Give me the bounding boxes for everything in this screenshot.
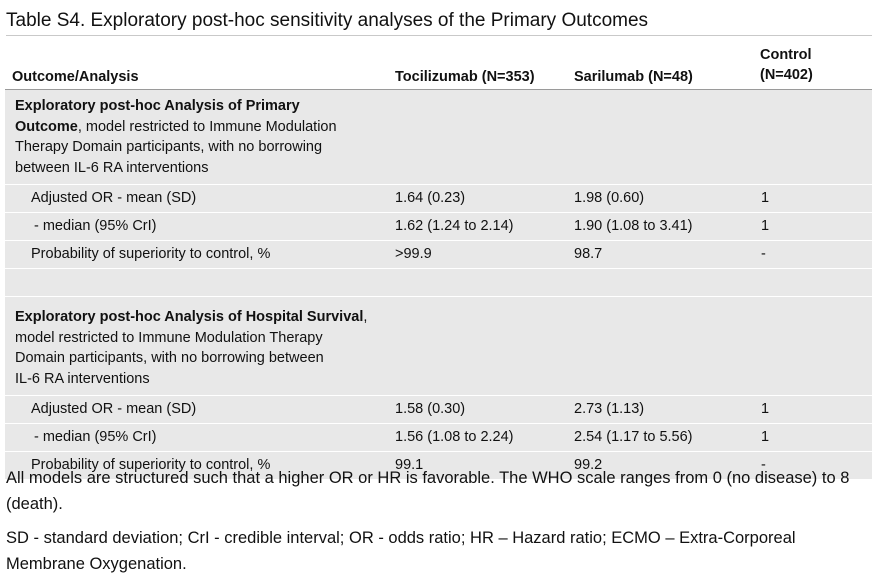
cell-control: 1: [752, 423, 872, 452]
cell-sarilumab: 1.90 (1.08 to 3.41): [567, 212, 752, 241]
cell-control: -: [752, 451, 872, 480]
footnote-abbreviations: SD - standard deviation; CrI - credible …: [6, 529, 796, 573]
sensitivity-analysis-table: Outcome/Analysis Tocilizumab (N=353) Sar…: [5, 37, 872, 480]
cell-tocilizumab: 1.64 (0.23): [388, 184, 567, 213]
table-row: Probability of superiority to control, %…: [5, 451, 872, 480]
cell-tocilizumab: 1.58 (0.30): [388, 395, 567, 424]
row-label: Probability of superiority to control, %: [5, 240, 388, 269]
cell-control: 1: [752, 184, 872, 213]
cell-tocilizumab: 1.56 (1.08 to 2.24): [388, 423, 567, 452]
row-label: - median (95% CrI): [5, 423, 388, 452]
spacer-row: [5, 268, 872, 297]
cell-control: 1: [752, 395, 872, 424]
header-control: Control (N=402): [752, 37, 872, 90]
header-outcome: Outcome/Analysis: [5, 37, 388, 90]
section2-title-rest-d: IL-6 RA interventions: [15, 370, 150, 387]
cell-control: -: [752, 240, 872, 269]
row-label: Probability of superiority to control, %: [5, 451, 388, 480]
cell-control: 1: [752, 212, 872, 241]
table-row: Adjusted OR - mean (SD) 1.58 (0.30) 2.73…: [5, 395, 872, 424]
row-label: - median (95% CrI): [5, 212, 388, 241]
cell-tocilizumab: 99.1: [388, 451, 567, 480]
section2-title-rest-c: Domain participants, with no borrowing b…: [15, 350, 324, 366]
section2-title-rest-b: model restricted to Immune Modulation Th…: [15, 329, 323, 346]
table-row: Probability of superiority to control, %…: [5, 240, 872, 269]
cell-sarilumab: 2.73 (1.13): [567, 395, 752, 424]
section2-title-bold: Exploratory post-hoc Analysis of Hospita…: [15, 309, 364, 325]
section1-title-rest-c: between IL-6 RA interventions: [15, 159, 209, 176]
row-label: Adjusted OR - mean (SD): [5, 395, 388, 424]
header-control-line1: Control: [760, 47, 812, 63]
section1-title-rest-a: , model restricted to Immune Modulation: [77, 118, 337, 135]
cell-sarilumab: 1.98 (0.60): [567, 184, 752, 213]
footnote-models: All models are structured such that a hi…: [6, 469, 850, 513]
section1-title-bold-b: Outcome: [15, 118, 78, 135]
header-control-line2: (N=402): [760, 67, 813, 83]
table-header-row: Outcome/Analysis Tocilizumab (N=353) Sar…: [5, 37, 872, 90]
section2-title-rest-a: ,: [363, 309, 368, 325]
cell-tocilizumab: 1.62 (1.24 to 2.14): [388, 212, 567, 241]
section-hospital-survival-title: Exploratory post-hoc Analysis of Hospita…: [5, 296, 388, 396]
cell-tocilizumab: >99.9: [388, 240, 567, 269]
section1-title-rest-b: Therapy Domain participants, with no bor…: [15, 139, 323, 155]
cell-sarilumab: 98.7: [567, 240, 752, 269]
row-label: Adjusted OR - mean (SD): [5, 184, 388, 213]
table-caption: Table S4. Exploratory post-hoc sensitivi…: [6, 8, 872, 36]
section-hospital-survival-title-row: Exploratory post-hoc Analysis of Hospita…: [5, 296, 872, 396]
table-row: - median (95% CrI) 1.62 (1.24 to 2.14) 1…: [5, 212, 872, 241]
section-primary-outcome-title: Exploratory post-hoc Analysis of Primary…: [5, 89, 388, 185]
header-sarilumab: Sarilumab (N=48): [567, 37, 752, 90]
table-row: - median (95% CrI) 1.56 (1.08 to 2.24) 2…: [5, 423, 872, 452]
cell-sarilumab: 2.54 (1.17 to 5.56): [567, 423, 752, 452]
table-row: Adjusted OR - mean (SD) 1.64 (0.23) 1.98…: [5, 184, 872, 213]
section1-title-bold-a: Exploratory post-hoc Analysis of Primary: [15, 98, 300, 114]
header-tocilizumab: Tocilizumab (N=353): [388, 37, 567, 90]
section-primary-outcome-title-row: Exploratory post-hoc Analysis of Primary…: [5, 89, 872, 185]
cell-sarilumab: 99.2: [567, 451, 752, 480]
